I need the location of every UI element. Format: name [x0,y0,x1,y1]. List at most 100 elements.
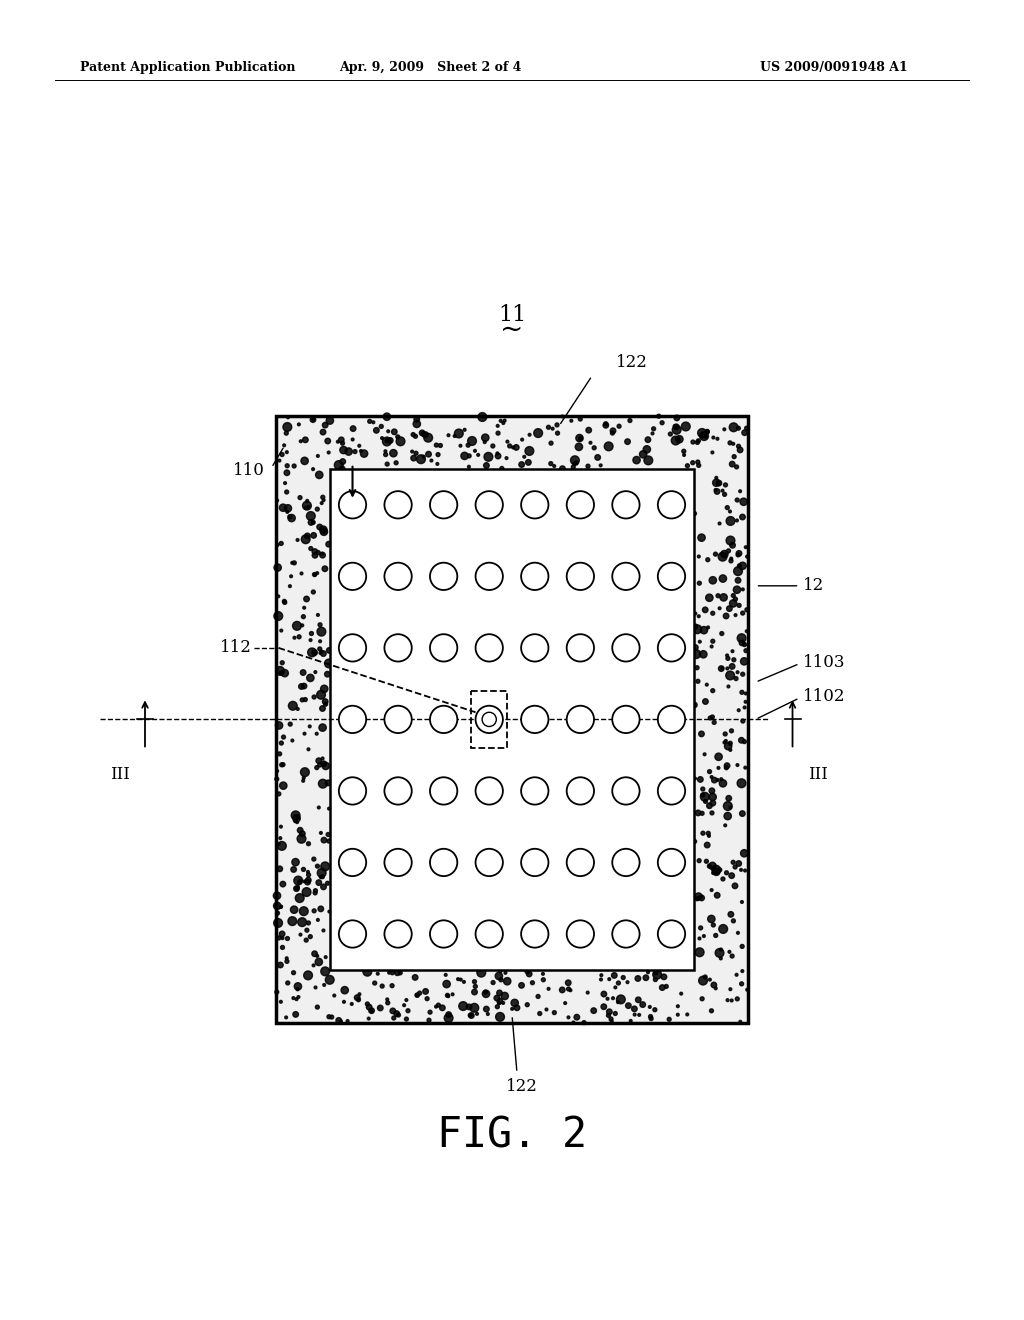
Point [638,968,654,989]
Point [736,842,753,863]
Text: FIG. 2: FIG. 2 [437,1114,587,1156]
Point [670,995,686,1016]
Point [409,413,425,434]
Point [701,855,718,876]
Point [715,480,731,502]
Point [698,850,715,871]
Point [734,681,751,702]
Point [450,969,466,990]
Point [298,929,314,950]
Point [521,441,538,462]
Point [360,997,377,1018]
Point [711,746,727,767]
Circle shape [475,491,503,519]
Point [642,1006,658,1027]
Point [315,920,332,941]
Point [703,780,720,801]
Point [305,409,322,430]
Point [289,615,305,636]
Point [437,965,454,986]
Point [596,983,612,1005]
Point [593,455,609,477]
Point [701,762,718,783]
Point [290,870,306,891]
Point [690,430,707,451]
Point [586,1001,602,1022]
Point [725,433,741,454]
Point [316,678,333,700]
Point [635,444,651,465]
Point [440,425,457,446]
Point [279,948,295,969]
Circle shape [475,920,503,948]
Point [698,675,715,696]
Circle shape [339,849,367,876]
Point [388,453,404,474]
Point [695,970,712,991]
Point [535,964,551,985]
Point [420,444,436,465]
Point [720,990,736,1011]
Point [309,445,326,466]
Circle shape [384,562,412,590]
Point [306,900,323,921]
Point [336,991,352,1012]
Point [705,862,721,883]
Circle shape [657,491,685,519]
Point [414,422,430,444]
Point [319,772,336,793]
Point [710,428,726,449]
Circle shape [566,706,594,733]
Point [295,661,311,682]
Circle shape [521,849,549,876]
Point [700,822,717,843]
Point [321,1006,337,1027]
Point [313,622,330,643]
Point [305,512,322,533]
Point [420,428,436,449]
Point [311,639,328,660]
Point [605,987,622,1008]
Point [289,989,305,1010]
Point [314,421,331,442]
Point [269,490,286,511]
Point [303,506,319,527]
Point [732,1011,749,1032]
Point [304,642,321,663]
Point [460,434,476,455]
Point [269,760,286,781]
Circle shape [384,920,412,948]
Point [546,455,562,477]
Point [404,424,421,445]
Point [493,969,509,990]
Point [610,973,627,994]
Point [386,421,402,442]
Point [311,516,328,537]
Point [697,599,714,620]
Point [713,659,729,680]
Point [273,733,290,754]
Point [667,416,683,437]
Point [294,912,310,933]
Point [557,993,573,1014]
Point [280,407,296,428]
Point [560,978,577,999]
Point [719,862,735,883]
Text: 112: 112 [219,639,252,656]
Point [693,527,710,548]
Point [730,700,746,721]
Point [428,434,444,455]
Point [270,586,287,607]
Point [334,433,350,454]
Point [734,891,751,912]
Point [727,857,743,878]
Point [370,964,386,985]
Point [440,1007,457,1028]
Point [689,888,706,909]
Point [451,422,467,444]
Point [580,455,596,477]
Point [566,450,583,471]
Point [467,975,483,997]
Point [268,886,285,907]
Point [315,490,332,511]
